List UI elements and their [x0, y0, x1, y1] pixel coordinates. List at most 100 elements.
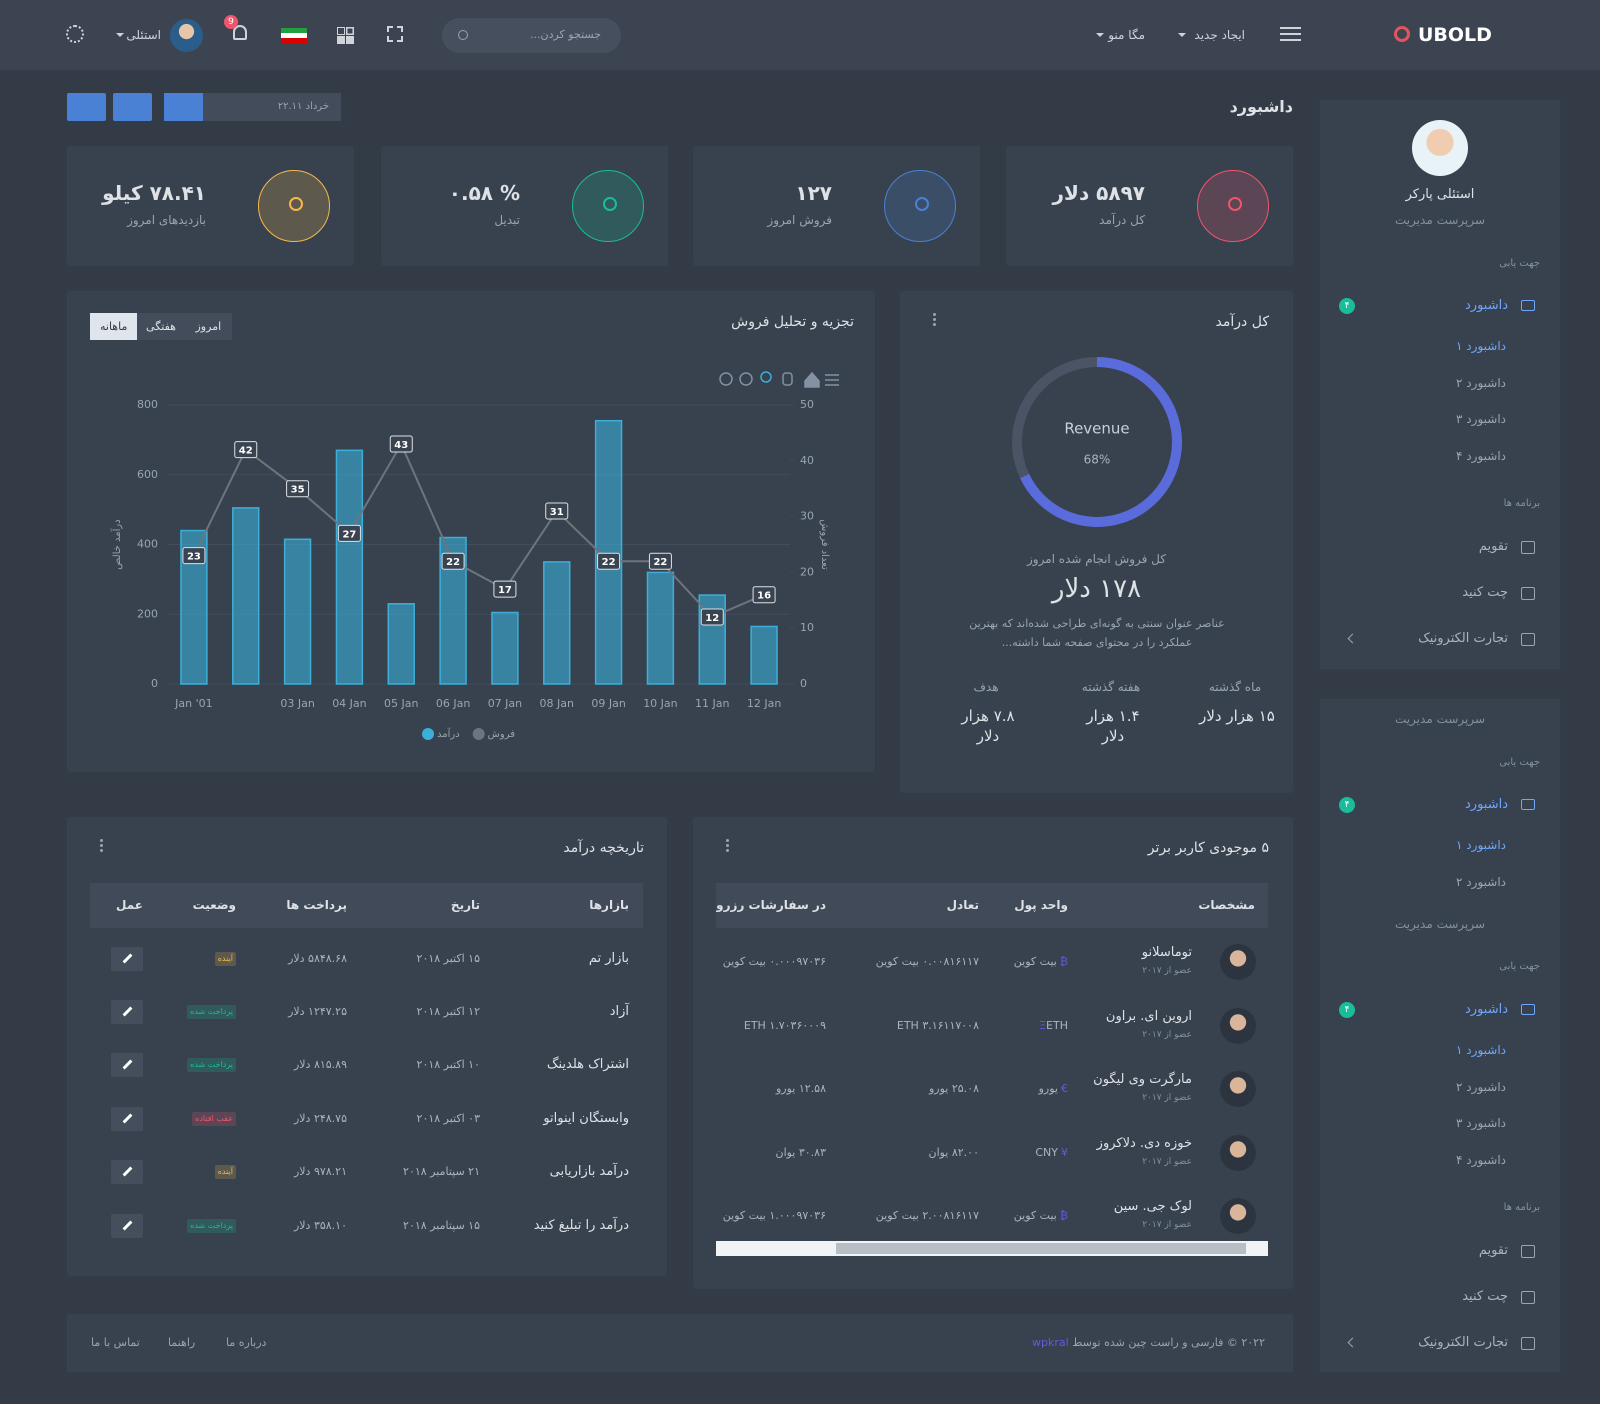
x-tick-label: 11 Jan: [695, 697, 729, 710]
author-link[interactable]: wpkral: [1032, 1336, 1069, 1349]
x-tick-label: 09 Jan: [591, 697, 625, 710]
card-menu[interactable]: [100, 839, 103, 842]
x-tick-label: Jan '01: [174, 697, 212, 710]
currency-name: یورو: [1038, 1082, 1058, 1095]
y-tick-label: 800: [137, 398, 158, 411]
tab[interactable]: ماهانه: [90, 313, 138, 340]
nav-link[interactable]: تجارت الکترونیک: [1418, 1335, 1508, 1350]
nav-sub-link[interactable]: داشبورد ۱: [1456, 838, 1506, 852]
footer-link[interactable]: تماس با ما: [91, 1336, 140, 1349]
nav-link[interactable]: تجارت الکترونیک: [1418, 631, 1508, 646]
nav-icon: [1521, 799, 1535, 810]
edit-button[interactable]: [111, 1000, 143, 1024]
calendar-button[interactable]: [164, 93, 203, 121]
nav-link[interactable]: چت کنید: [1462, 585, 1508, 600]
menu-toggle[interactable]: [1280, 27, 1301, 29]
stat-glyph: [1228, 197, 1242, 211]
user-name: اروین ای. براون: [1105, 1009, 1192, 1024]
tab[interactable]: هفتگی: [146, 320, 176, 333]
reserved: ۱۲.۵۸ یورو: [775, 1082, 826, 1095]
nav-sub-link[interactable]: داشبورد ۲: [1456, 1080, 1506, 1094]
bar: [335, 449, 364, 685]
donut-arc: [1020, 357, 1182, 527]
user-name[interactable]: استئلی: [126, 28, 161, 42]
date-picker[interactable]: خرداد ۲۲.۱۱: [203, 93, 341, 121]
nav-link[interactable]: داشبورد: [1465, 1002, 1508, 1017]
nav-menu[interactable]: مگا منو: [1108, 28, 1145, 42]
nav-link[interactable]: داشبورد: [1465, 298, 1508, 313]
data-label: 42: [239, 446, 253, 457]
card-menu[interactable]: [726, 839, 729, 842]
edit-button[interactable]: [111, 1053, 143, 1077]
status-badge: پرداخت شده: [187, 1219, 236, 1233]
nav-link[interactable]: داشبورد: [1465, 797, 1508, 812]
nav-link[interactable]: تقویم: [1478, 1243, 1508, 1258]
nav-sub-link[interactable]: داشبورد ۳: [1456, 1116, 1506, 1130]
member-since: عضو از ۲۰۱۷: [1142, 1220, 1192, 1230]
edit-button[interactable]: [111, 947, 143, 971]
user-name: خوزه دی. دلاکروز: [1096, 1136, 1192, 1151]
footer-link[interactable]: درباره ما: [226, 1336, 267, 1349]
currency-name: بیت کوین: [1013, 955, 1057, 968]
search-box[interactable]: جستجو کردن...: [442, 18, 621, 53]
reset-icon[interactable]: [804, 371, 820, 388]
payment: ۸۱۵.۸۹ دلار: [293, 1058, 347, 1071]
nav-sub-link[interactable]: داشبورد ۲: [1456, 376, 1506, 390]
nav-link[interactable]: چت کنید: [1462, 1289, 1508, 1304]
user-name: لوک جی. سین: [1113, 1199, 1192, 1214]
nav-menu[interactable]: ایجاد جدید: [1194, 28, 1245, 42]
edit-button[interactable]: [111, 1214, 143, 1238]
pan-icon[interactable]: [782, 372, 793, 386]
footer-link[interactable]: راهنما: [168, 1336, 196, 1349]
data-label: 43: [394, 440, 408, 451]
sales-card: تجزیه و تحلیل فروش امروز هفتگی ماهانه 0 200…: [67, 291, 875, 772]
scrollbar-thumb[interactable]: [836, 1243, 1246, 1254]
bar: [232, 507, 260, 685]
revenue-card: کل درآمد Revenue 68% کل فروش انجام شده ام…: [900, 291, 1293, 793]
edit-icon: [122, 1113, 133, 1124]
reserved: ۳۰.۸۳ یوان: [775, 1146, 826, 1159]
settings-icon[interactable]: [66, 25, 84, 43]
card-menu[interactable]: [933, 313, 936, 316]
search-icon: [458, 30, 468, 40]
zoom-icon[interactable]: [760, 371, 772, 383]
nav-sub-link[interactable]: داشبورد ۱: [1456, 339, 1506, 353]
fullscreen-icon[interactable]: [387, 26, 403, 42]
refresh-button[interactable]: [113, 93, 152, 121]
nav-sub-link[interactable]: داشبورد ۴: [1456, 1153, 1506, 1167]
user-avatar[interactable]: [170, 19, 203, 52]
market: وابستگان اینواتو: [543, 1111, 629, 1126]
language-flag[interactable]: [281, 28, 307, 43]
notification-bell[interactable]: [233, 25, 247, 40]
logo-icon: [1394, 26, 1410, 42]
data-label-box: [337, 524, 361, 542]
tab[interactable]: امروز: [195, 320, 222, 333]
nav-title: جهت یابی: [1499, 757, 1540, 768]
x-tick-label: 10 Jan: [643, 697, 677, 710]
member-since: عضو از ۲۰۱۷: [1142, 1030, 1192, 1040]
nav-link[interactable]: تقویم: [1478, 539, 1508, 554]
nav-sub-link[interactable]: داشبورد ۲: [1456, 875, 1506, 889]
edit-button[interactable]: [111, 1107, 143, 1131]
menu-icon[interactable]: [825, 374, 839, 386]
legend-marker: [422, 728, 434, 740]
currency: ΞETH: [1036, 1017, 1068, 1035]
card-title: تجزیه و تحلیل فروش: [731, 314, 854, 330]
currency-symbol: ₿: [1059, 955, 1068, 968]
logo[interactable]: UBOLD: [1418, 24, 1492, 46]
filter-button[interactable]: [67, 93, 106, 121]
apps-icon[interactable]: [337, 27, 345, 35]
nav-sub-link[interactable]: داشبورد ۳: [1456, 412, 1506, 426]
nav-title: جهت یابی: [1499, 961, 1540, 972]
scrollbar[interactable]: [716, 1241, 1268, 1256]
nav-sub-link[interactable]: داشبورد ۱: [1456, 1043, 1506, 1057]
zoom-in-icon[interactable]: [719, 372, 733, 386]
nav-sub-link[interactable]: داشبورد ۴: [1456, 449, 1506, 463]
edit-button[interactable]: [111, 1160, 143, 1184]
nav-title: برنامه ها: [1503, 498, 1540, 509]
line: [193, 441, 765, 619]
user-avatar: [1220, 1008, 1256, 1044]
date: ۲۱ سپتامبر ۲۰۱۸: [403, 1165, 480, 1178]
zoom-out-icon[interactable]: [739, 372, 753, 386]
status-badge: عقب افتاده: [192, 1112, 236, 1126]
